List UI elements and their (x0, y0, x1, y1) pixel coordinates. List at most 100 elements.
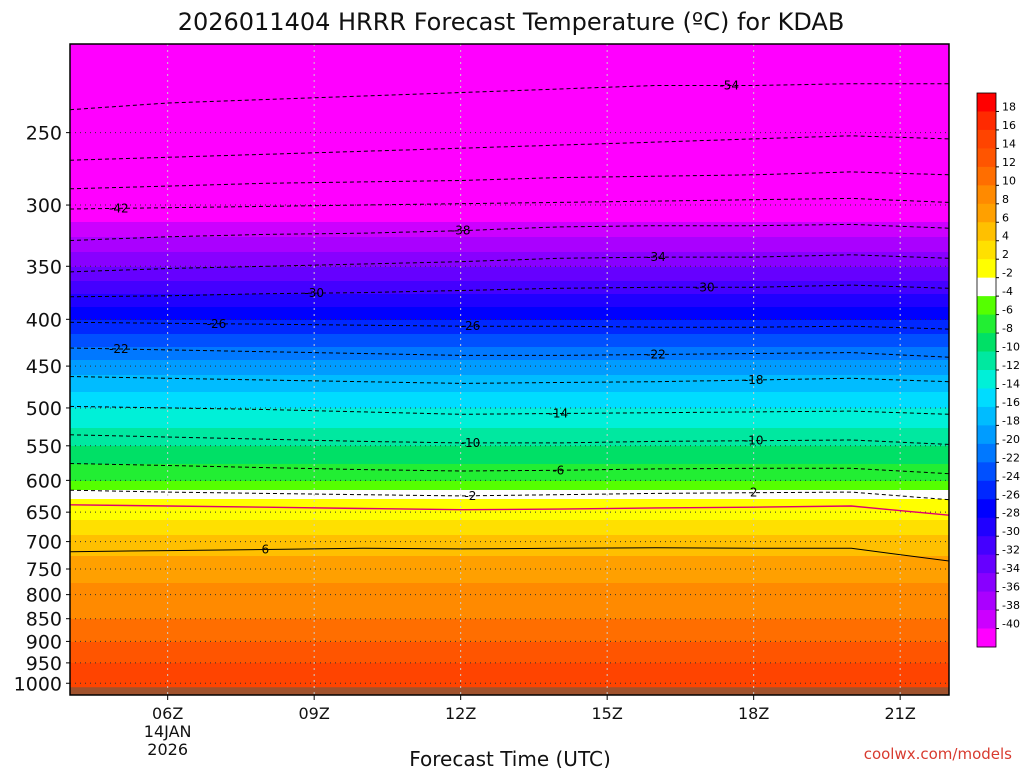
credit-text: coolwx.com/models (864, 745, 1012, 763)
colorbar-label: -14 (1002, 377, 1020, 390)
temperature-band (70, 44, 949, 223)
colorbar-label: 6 (1002, 211, 1009, 224)
colorbar-swatch (977, 111, 996, 131)
colorbar-label: -12 (1002, 359, 1020, 372)
colorbar-swatch (977, 406, 996, 426)
y-tick-label: 650 (26, 502, 62, 524)
temperature-contours (70, 83, 949, 562)
colorbar-swatch (977, 166, 996, 186)
y-tick-label: 750 (26, 559, 62, 581)
colorbar-label: -4 (1002, 285, 1013, 298)
colorbar-swatch (977, 425, 996, 445)
colorbar-label: -22 (1002, 451, 1020, 464)
contour-label: -18 (744, 373, 764, 387)
y-tick-label: 300 (26, 195, 62, 217)
y-tick-label: 250 (26, 123, 62, 145)
contour-label: -22 (646, 347, 666, 361)
colorbar-label: -38 (1002, 599, 1020, 612)
colorbar-swatch (977, 462, 996, 482)
y-axis: 2503003504004505005506006507007508008509… (14, 123, 70, 695)
colorbar-swatch (977, 554, 996, 574)
temperature-band (70, 360, 949, 376)
contour-label: -38 (451, 224, 471, 238)
temperature-band (70, 320, 949, 335)
colorbar-swatch (977, 185, 996, 205)
y-tick-label: 900 (26, 631, 62, 653)
x-tick-label: 12Z (445, 704, 476, 723)
colorbar-label: -32 (1002, 544, 1020, 557)
y-tick-label: 600 (26, 470, 62, 492)
y-tick-label: 950 (26, 653, 62, 675)
colorbar-label: 18 (1002, 100, 1016, 113)
temperature-band (70, 520, 949, 536)
contour-label: -54 (719, 78, 739, 92)
colorbar-swatch (977, 610, 996, 629)
colorbar-swatch (977, 443, 996, 463)
colorbar-swatch (977, 591, 996, 611)
contour-label: -14 (549, 406, 569, 420)
temperature-band (70, 408, 949, 429)
temperature-band (70, 237, 949, 253)
temperature-fill (70, 44, 949, 695)
temperature-band (70, 642, 949, 664)
colorbar-label: -2 (1002, 267, 1013, 280)
colorbar-swatch (977, 203, 996, 223)
colorbar-swatch (977, 148, 996, 168)
temperature-band (70, 583, 949, 620)
contour-label: -10 (461, 436, 481, 450)
temperature-band (70, 334, 949, 348)
colorbar-label: 14 (1002, 137, 1016, 150)
temperature-band (70, 535, 949, 557)
y-tick-label: 850 (26, 609, 62, 631)
colorbar-swatch (977, 370, 996, 389)
colorbar-label: 2 (1002, 248, 1009, 261)
colorbar: 18 16 14 12 10 8 6 4 2 -2 -4 -6 -8 -10 -12 -14 -16 -18 -20… (976, 92, 1020, 648)
colorbar-swatch (977, 222, 996, 242)
x-tick-year: 2026 (147, 740, 188, 759)
ground-strip (70, 687, 949, 695)
x-tick-label: 15Z (592, 704, 623, 723)
colorbar-label: -26 (1002, 488, 1020, 501)
colorbar-swatch (977, 93, 996, 112)
colorbar-swatch (977, 536, 996, 556)
contour-labels: -54-42-38-34-30 -30-26 -26-22 -22-18-14-10-… (109, 78, 764, 556)
colorbar-label: 12 (1002, 156, 1016, 169)
temperature-band (70, 481, 949, 491)
colorbar-label: 10 (1002, 174, 1016, 187)
colorbar-label: -34 (1002, 562, 1020, 575)
contour-label: -26 (207, 317, 227, 331)
y-tick-label: 400 (26, 309, 62, 331)
colorbar-swatch (977, 277, 996, 297)
colorbar-label: -8 (1002, 322, 1013, 335)
colorbar-swatch (977, 259, 996, 279)
x-tick-label: 09Z (299, 704, 330, 723)
y-tick-label: 550 (26, 436, 62, 458)
colorbar-swatch (977, 480, 996, 500)
temperature-band (70, 464, 949, 482)
temperature-band (70, 222, 949, 238)
temperature-band (70, 490, 949, 500)
colorbar-swatch (977, 351, 996, 371)
temperature-band (70, 267, 949, 282)
temperature-band (70, 294, 949, 308)
contour-label: -30 (304, 286, 324, 300)
chart-title: 2026011404 HRRR Forecast Temperature (ºC… (178, 8, 845, 36)
temperature-band (70, 428, 949, 447)
y-tick-label: 450 (26, 356, 62, 378)
temperature-band (70, 392, 949, 409)
colorbar-label: -36 (1002, 581, 1020, 594)
colorbar-swatch (977, 129, 996, 149)
contour-label: -42 (109, 201, 129, 215)
y-tick-label: 1000 (14, 673, 62, 695)
temperature-band (70, 252, 949, 268)
contour-label: -30 (695, 280, 715, 294)
x-axis-label: Forecast Time (UTC) (409, 747, 611, 768)
colorbar-swatch (977, 628, 996, 648)
colorbar-label: -10 (1002, 341, 1020, 354)
contour-label: -22 (109, 342, 129, 356)
y-tick-label: 500 (26, 398, 62, 420)
colorbar-label: -6 (1002, 304, 1013, 317)
colorbar-swatch (977, 573, 996, 592)
